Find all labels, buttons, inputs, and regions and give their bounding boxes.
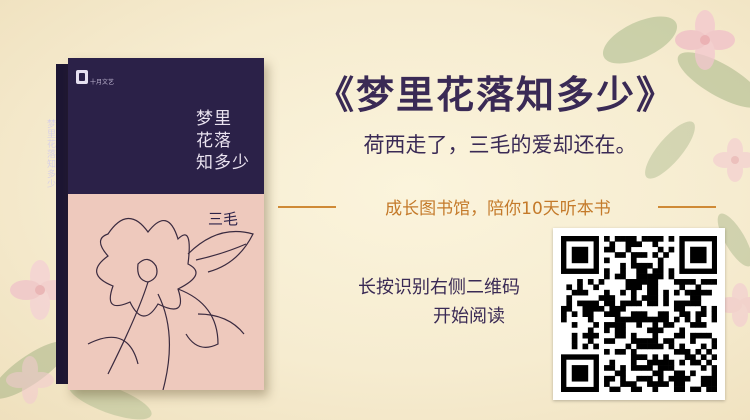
cover-bottom-panel	[68, 194, 264, 390]
scan-instruction-line2: 开始阅读	[433, 306, 505, 327]
flower-decoration-right	[717, 213, 750, 327]
book-cover-image: 梦里花落知多少	[47, 58, 264, 390]
book-spine-text: 梦里花落知多少	[47, 120, 57, 190]
subheadline: 荷西走了，三毛的爱却还在。	[363, 133, 637, 157]
qr-code-image[interactable]	[561, 236, 717, 392]
cover-title-line: 知多少	[196, 153, 250, 173]
cover-title-line: 花落	[196, 131, 232, 151]
book-spine	[56, 64, 68, 384]
scan-instruction-line1: 长按识别右侧二维码	[358, 277, 520, 298]
cover-title: 梦里 花落 知多少	[196, 108, 260, 174]
lily-illustration	[87, 217, 254, 390]
publisher-name: 十月文艺	[90, 79, 115, 86]
tagline: 成长图书馆，陪你10天听本书	[385, 199, 611, 219]
qr-code[interactable]	[553, 228, 725, 400]
flower-decoration-bottom-left	[0, 260, 152, 420]
book-title-headline: 《梦里花落知多少》	[315, 73, 676, 117]
divider-left	[278, 206, 336, 208]
divider-right	[658, 206, 716, 208]
cover-title-line: 梦里	[196, 109, 232, 129]
book-front-cover: 十月文艺 梦里 花落 知多少 三毛	[68, 58, 264, 390]
cover-top-panel	[68, 58, 264, 194]
flower-decoration-top-right	[602, 10, 750, 182]
cover-author: 三毛	[208, 210, 239, 228]
publisher-logo-icon	[76, 70, 88, 84]
